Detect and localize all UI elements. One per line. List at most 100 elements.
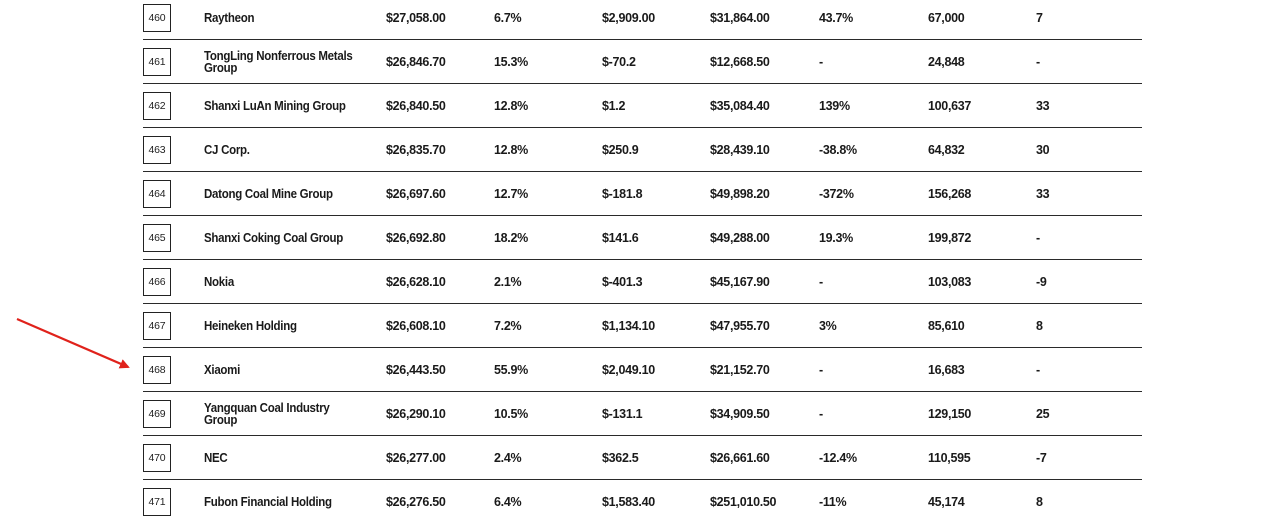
employees-cell: 24,848 [928, 55, 965, 69]
revenue-cell: $26,608.10 [386, 319, 446, 333]
profit-cell: $2,909.00 [602, 11, 655, 25]
rank-badge: 466 [143, 268, 171, 296]
profit-cell: $1,583.40 [602, 495, 655, 509]
rank-badge: 465 [143, 224, 171, 252]
profit-change-cell: -372% [819, 187, 854, 201]
rank-change-cell: - [1036, 55, 1040, 69]
table-row[interactable]: 466 Nokia $26,628.10 2.1% $-401.3 $45,167.90 -… [143, 260, 1142, 304]
assets-cell: $12,668.50 [710, 55, 770, 69]
table-row[interactable]: 460 Raytheon $27,058.00 6.7% $2,909.00 $31,86… [143, 0, 1142, 40]
profit-cell: $1,134.10 [602, 319, 655, 333]
company-name[interactable]: NEC [204, 450, 228, 465]
company-name[interactable]: TongLing Nonferrous Metals Group [204, 48, 353, 75]
assets-cell: $28,439.10 [710, 143, 770, 157]
rank-change-cell: 33 [1036, 99, 1050, 113]
assets-cell: $49,288.00 [710, 231, 770, 245]
revenue-cell: $26,290.10 [386, 407, 446, 421]
assets-cell: $35,084.40 [710, 99, 770, 113]
revenue-change-cell: 12.8% [494, 99, 528, 113]
employees-cell: 67,000 [928, 11, 965, 25]
rank-change-cell: 8 [1036, 495, 1043, 509]
revenue-change-cell: 12.8% [494, 143, 528, 157]
revenue-cell: $26,697.60 [386, 187, 446, 201]
employees-cell: 110,595 [928, 451, 971, 465]
company-name[interactable]: Shanxi Coking Coal Group [204, 230, 344, 245]
rank-badge: 471 [143, 488, 171, 516]
table-row[interactable]: 467 Heineken Holding $26,608.10 7.2% $1,134.… [143, 304, 1142, 348]
revenue-change-cell: 2.1% [494, 275, 522, 289]
company-name[interactable]: Yangquan Coal Industry Group [204, 400, 330, 427]
rank-change-cell: 25 [1036, 407, 1050, 421]
assets-cell: $45,167.90 [710, 275, 770, 289]
profit-cell: $-401.3 [602, 275, 643, 289]
profit-cell: $141.6 [602, 231, 639, 245]
table-row[interactable]: 464 Datong Coal Mine Group $26,697.60 12.7%… [143, 172, 1142, 216]
revenue-cell: $26,846.70 [386, 55, 446, 69]
company-name[interactable]: Xiaomi [204, 362, 241, 377]
revenue-change-cell: 18.2% [494, 231, 528, 245]
revenue-cell: $27,058.00 [386, 11, 446, 25]
table-row[interactable]: 469 Yangquan Coal Industry Group $26,290.1… [143, 392, 1142, 436]
table-row[interactable]: 470 NEC $26,277.00 2.4% $362.5 $26,661.60 -12.… [143, 436, 1142, 480]
employees-cell: 85,610 [928, 319, 965, 333]
revenue-change-cell: 6.4% [494, 495, 522, 509]
revenue-change-cell: 12.7% [494, 187, 528, 201]
ranking-table: 460 Raytheon $27,058.00 6.7% $2,909.00 $31,86… [143, 0, 1142, 523]
profit-change-cell: 139% [819, 99, 850, 113]
revenue-change-cell: 6.7% [494, 11, 522, 25]
profit-cell: $-181.8 [602, 187, 643, 201]
assets-cell: $26,661.60 [710, 451, 770, 465]
rank-change-cell: -7 [1036, 451, 1047, 465]
revenue-change-cell: 10.5% [494, 407, 528, 421]
table-row[interactable]: 468 Xiaomi $26,443.50 55.9% $2,049.10 $21,152… [143, 348, 1142, 392]
revenue-change-cell: 2.4% [494, 451, 522, 465]
profit-cell: $1.2 [602, 99, 626, 113]
profit-cell: $362.5 [602, 451, 639, 465]
profit-change-cell: -12.4% [819, 451, 857, 465]
profit-cell: $-70.2 [602, 55, 636, 69]
profit-change-cell: -11% [819, 495, 847, 509]
company-name[interactable]: Shanxi LuAn Mining Group [204, 98, 346, 113]
rank-badge: 463 [143, 136, 171, 164]
revenue-cell: $26,835.70 [386, 143, 446, 157]
table-row[interactable]: 465 Shanxi Coking Coal Group $26,692.80 18.… [143, 216, 1142, 260]
table-row[interactable]: 463 CJ Corp. $26,835.70 12.8% $250.9 $28,439.… [143, 128, 1142, 172]
rank-badge: 461 [143, 48, 171, 76]
rank-badge: 468 [143, 356, 171, 384]
revenue-change-cell: 15.3% [494, 55, 528, 69]
rank-badge: 462 [143, 92, 171, 120]
assets-cell: $47,955.70 [710, 319, 770, 333]
revenue-change-cell: 55.9% [494, 363, 528, 377]
assets-cell: $49,898.20 [710, 187, 770, 201]
company-name[interactable]: Raytheon [204, 10, 255, 25]
revenue-cell: $26,276.50 [386, 495, 446, 509]
rank-change-cell: 30 [1036, 143, 1050, 157]
company-name[interactable]: Heineken Holding [204, 318, 297, 333]
employees-cell: 100,637 [928, 99, 972, 113]
revenue-change-cell: 7.2% [494, 319, 522, 333]
revenue-cell: $26,692.80 [386, 231, 446, 245]
profit-cell: $2,049.10 [602, 363, 655, 377]
revenue-cell: $26,628.10 [386, 275, 446, 289]
rank-change-cell: - [1036, 363, 1040, 377]
rank-change-cell: 7 [1036, 11, 1043, 25]
employees-cell: 16,683 [928, 363, 965, 377]
company-name[interactable]: CJ Corp. [204, 142, 250, 157]
rank-change-cell: 33 [1036, 187, 1050, 201]
table-row[interactable]: 462 Shanxi LuAn Mining Group $26,840.50 12.… [143, 84, 1142, 128]
table-row[interactable]: 461 TongLing Nonferrous Metals Group $26,8… [143, 40, 1142, 84]
assets-cell: $31,864.00 [710, 11, 770, 25]
company-name[interactable]: Datong Coal Mine Group [204, 186, 333, 201]
profit-cell: $250.9 [602, 143, 639, 157]
company-name[interactable]: Nokia [204, 274, 234, 289]
company-name[interactable]: Fubon Financial Holding [204, 494, 332, 509]
rank-badge: 469 [143, 400, 171, 428]
profit-change-cell: - [819, 55, 823, 69]
table-row[interactable]: 471 Fubon Financial Holding $26,276.50 6.4%… [143, 480, 1142, 523]
revenue-cell: $26,840.50 [386, 99, 446, 113]
rank-change-cell: -9 [1036, 275, 1047, 289]
employees-cell: 64,832 [928, 143, 965, 157]
profit-change-cell: 3% [819, 319, 837, 333]
rank-change-cell: - [1036, 231, 1040, 245]
rank-badge: 464 [143, 180, 171, 208]
